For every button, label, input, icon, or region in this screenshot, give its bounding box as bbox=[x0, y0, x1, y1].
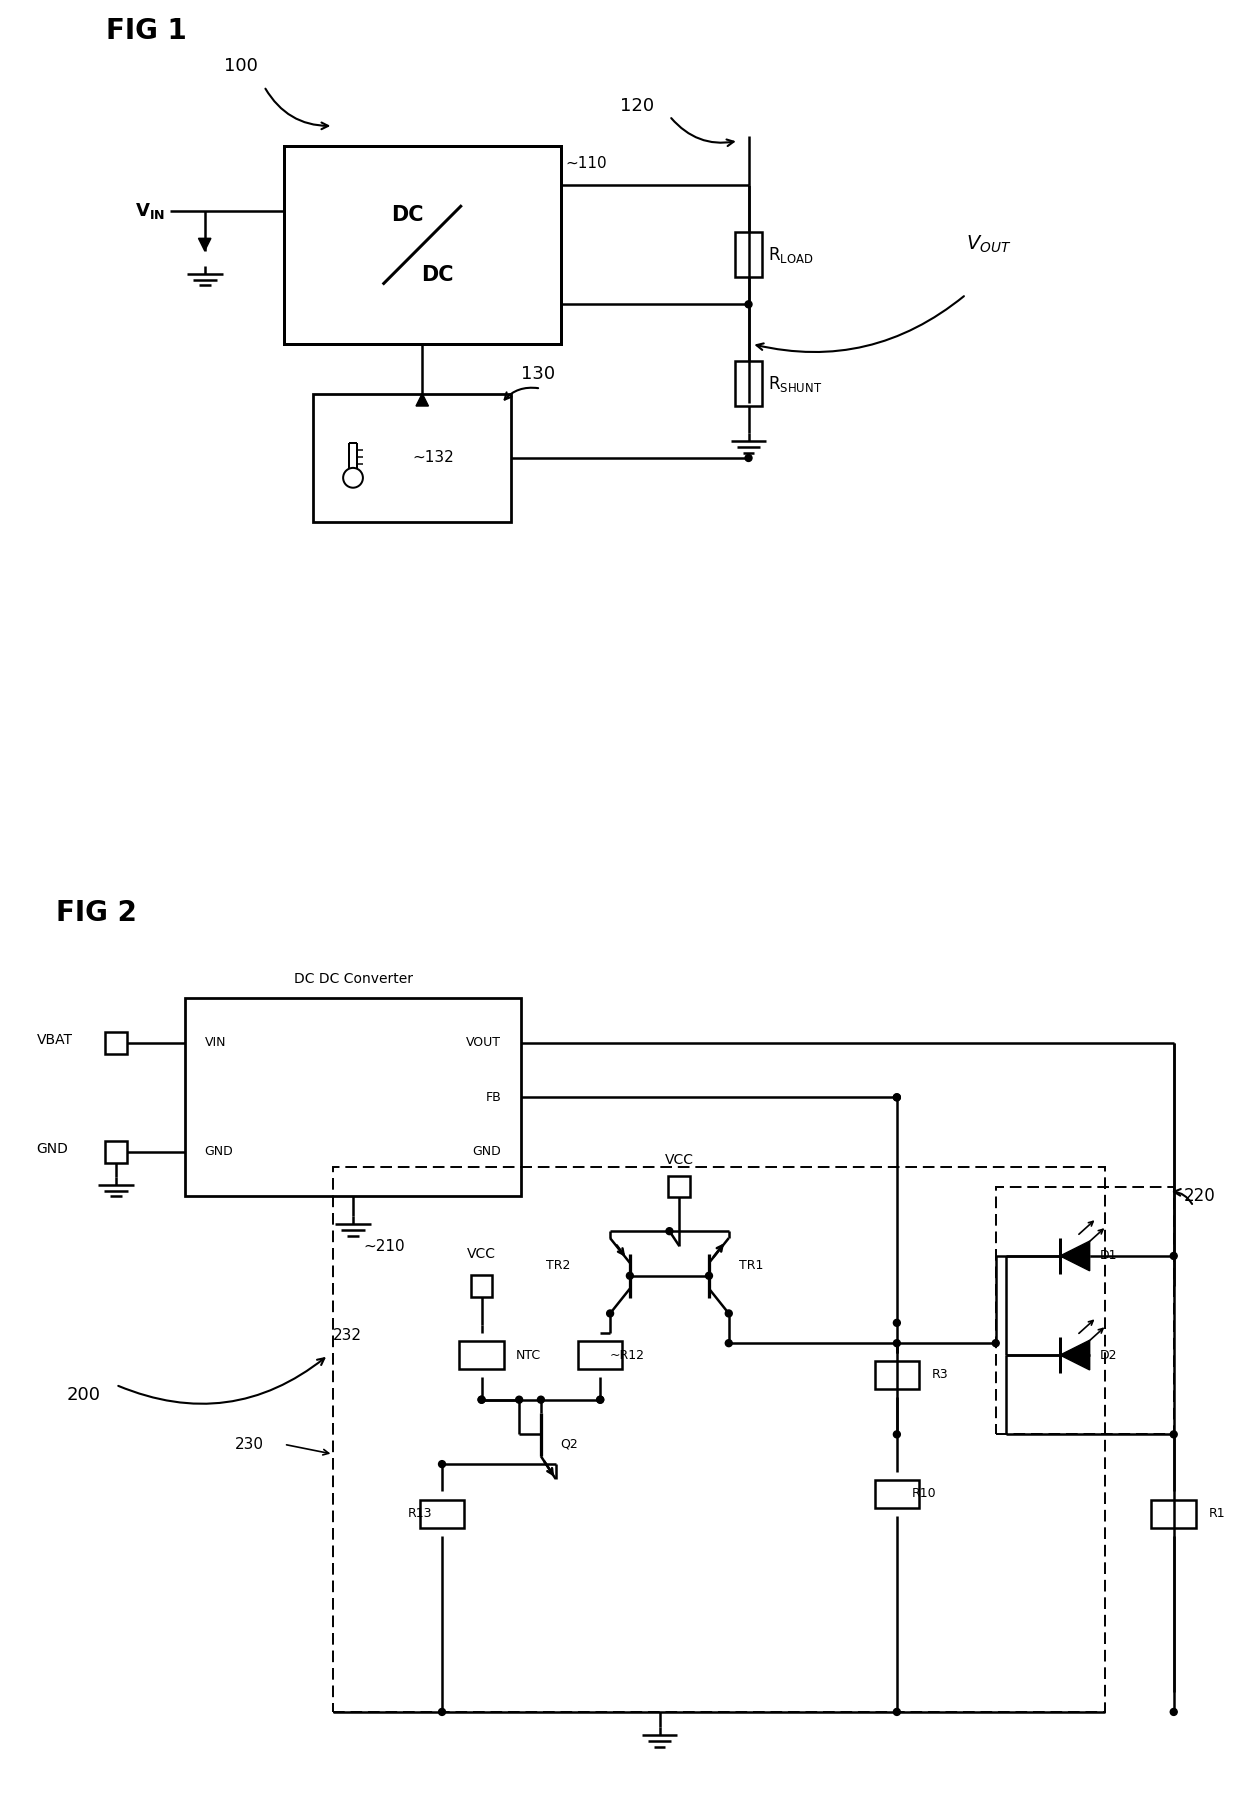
Bar bbox=[1152, 1500, 1195, 1527]
Text: GND: GND bbox=[37, 1142, 68, 1156]
Text: TR1: TR1 bbox=[739, 1260, 763, 1273]
Bar bbox=[874, 1480, 919, 1507]
Bar bbox=[471, 1274, 492, 1296]
Circle shape bbox=[343, 467, 363, 487]
Text: TR2: TR2 bbox=[546, 1260, 570, 1273]
Bar bbox=[578, 1342, 622, 1369]
Text: FB: FB bbox=[486, 1091, 501, 1104]
Text: ~210: ~210 bbox=[363, 1238, 404, 1254]
Bar bbox=[420, 1500, 464, 1527]
Text: D1: D1 bbox=[1100, 1249, 1117, 1262]
Text: R$_{\mathsf{LOAD}}$: R$_{\mathsf{LOAD}}$ bbox=[769, 245, 813, 265]
Bar bbox=[314, 393, 511, 522]
Text: R10: R10 bbox=[911, 1487, 936, 1500]
Circle shape bbox=[893, 1320, 900, 1327]
Circle shape bbox=[992, 1340, 999, 1347]
Text: VOUT: VOUT bbox=[466, 1036, 501, 1049]
Bar bbox=[735, 233, 763, 276]
Text: 220: 220 bbox=[1184, 1187, 1215, 1205]
Circle shape bbox=[596, 1396, 604, 1403]
Bar bbox=[185, 998, 521, 1196]
Text: $\mathit{V_{OUT}}$: $\mathit{V_{OUT}}$ bbox=[966, 235, 1012, 256]
Bar bbox=[996, 1187, 1174, 1434]
Circle shape bbox=[1171, 1709, 1177, 1716]
Circle shape bbox=[606, 1311, 614, 1316]
Text: GND: GND bbox=[472, 1145, 501, 1158]
Polygon shape bbox=[198, 238, 211, 251]
Text: DC: DC bbox=[420, 265, 454, 285]
Circle shape bbox=[626, 1273, 634, 1280]
Text: 232: 232 bbox=[334, 1327, 362, 1344]
Text: FIG 1: FIG 1 bbox=[105, 16, 186, 45]
Circle shape bbox=[893, 1094, 900, 1102]
Text: FIG 2: FIG 2 bbox=[56, 900, 138, 927]
Text: VIN: VIN bbox=[205, 1036, 226, 1049]
Circle shape bbox=[725, 1311, 733, 1316]
Polygon shape bbox=[415, 393, 429, 405]
Circle shape bbox=[479, 1396, 485, 1403]
Text: 230: 230 bbox=[236, 1436, 264, 1453]
Circle shape bbox=[596, 1396, 604, 1403]
Text: 100: 100 bbox=[224, 58, 258, 75]
Text: DC: DC bbox=[391, 205, 424, 225]
Circle shape bbox=[893, 1340, 900, 1347]
Text: ~R12: ~R12 bbox=[610, 1349, 645, 1362]
Text: 130: 130 bbox=[521, 365, 556, 384]
Text: 120: 120 bbox=[620, 96, 655, 115]
Text: R$_{\mathsf{SHUNT}}$: R$_{\mathsf{SHUNT}}$ bbox=[769, 375, 822, 395]
Circle shape bbox=[1171, 1253, 1177, 1260]
Bar bbox=[284, 145, 560, 344]
Text: R3: R3 bbox=[931, 1369, 949, 1382]
Bar bbox=[105, 1142, 126, 1164]
Text: ~110: ~110 bbox=[565, 156, 608, 171]
Text: VBAT: VBAT bbox=[37, 1033, 73, 1047]
Circle shape bbox=[745, 300, 751, 307]
Circle shape bbox=[537, 1396, 544, 1403]
Text: DC DC Converter: DC DC Converter bbox=[294, 973, 413, 987]
Bar bbox=[735, 362, 763, 405]
Circle shape bbox=[439, 1460, 445, 1467]
Polygon shape bbox=[1060, 1340, 1090, 1371]
Text: Q2: Q2 bbox=[560, 1438, 578, 1451]
Circle shape bbox=[893, 1709, 900, 1716]
Circle shape bbox=[479, 1396, 485, 1403]
Text: NTC: NTC bbox=[516, 1349, 542, 1362]
Polygon shape bbox=[1060, 1242, 1090, 1271]
Circle shape bbox=[893, 1431, 900, 1438]
Circle shape bbox=[893, 1094, 900, 1102]
Circle shape bbox=[706, 1273, 713, 1280]
Bar bbox=[459, 1342, 503, 1369]
Text: R1: R1 bbox=[1208, 1507, 1225, 1520]
Text: VCC: VCC bbox=[467, 1247, 496, 1262]
Bar bbox=[105, 1033, 126, 1054]
Circle shape bbox=[516, 1396, 522, 1403]
Text: VCC: VCC bbox=[665, 1153, 694, 1167]
Circle shape bbox=[745, 454, 751, 462]
Text: 200: 200 bbox=[66, 1385, 100, 1403]
Text: GND: GND bbox=[205, 1145, 233, 1158]
Text: R13: R13 bbox=[408, 1507, 432, 1520]
Circle shape bbox=[666, 1227, 673, 1234]
Text: ~132: ~132 bbox=[413, 451, 454, 465]
Circle shape bbox=[1171, 1431, 1177, 1438]
Bar bbox=[668, 1176, 691, 1198]
Bar bbox=[334, 1167, 1105, 1713]
Bar bbox=[874, 1362, 919, 1389]
Text: D2: D2 bbox=[1100, 1349, 1117, 1362]
Text: $\mathbf{V_{IN}}$: $\mathbf{V_{IN}}$ bbox=[135, 202, 165, 222]
Circle shape bbox=[725, 1340, 733, 1347]
Circle shape bbox=[439, 1709, 445, 1716]
